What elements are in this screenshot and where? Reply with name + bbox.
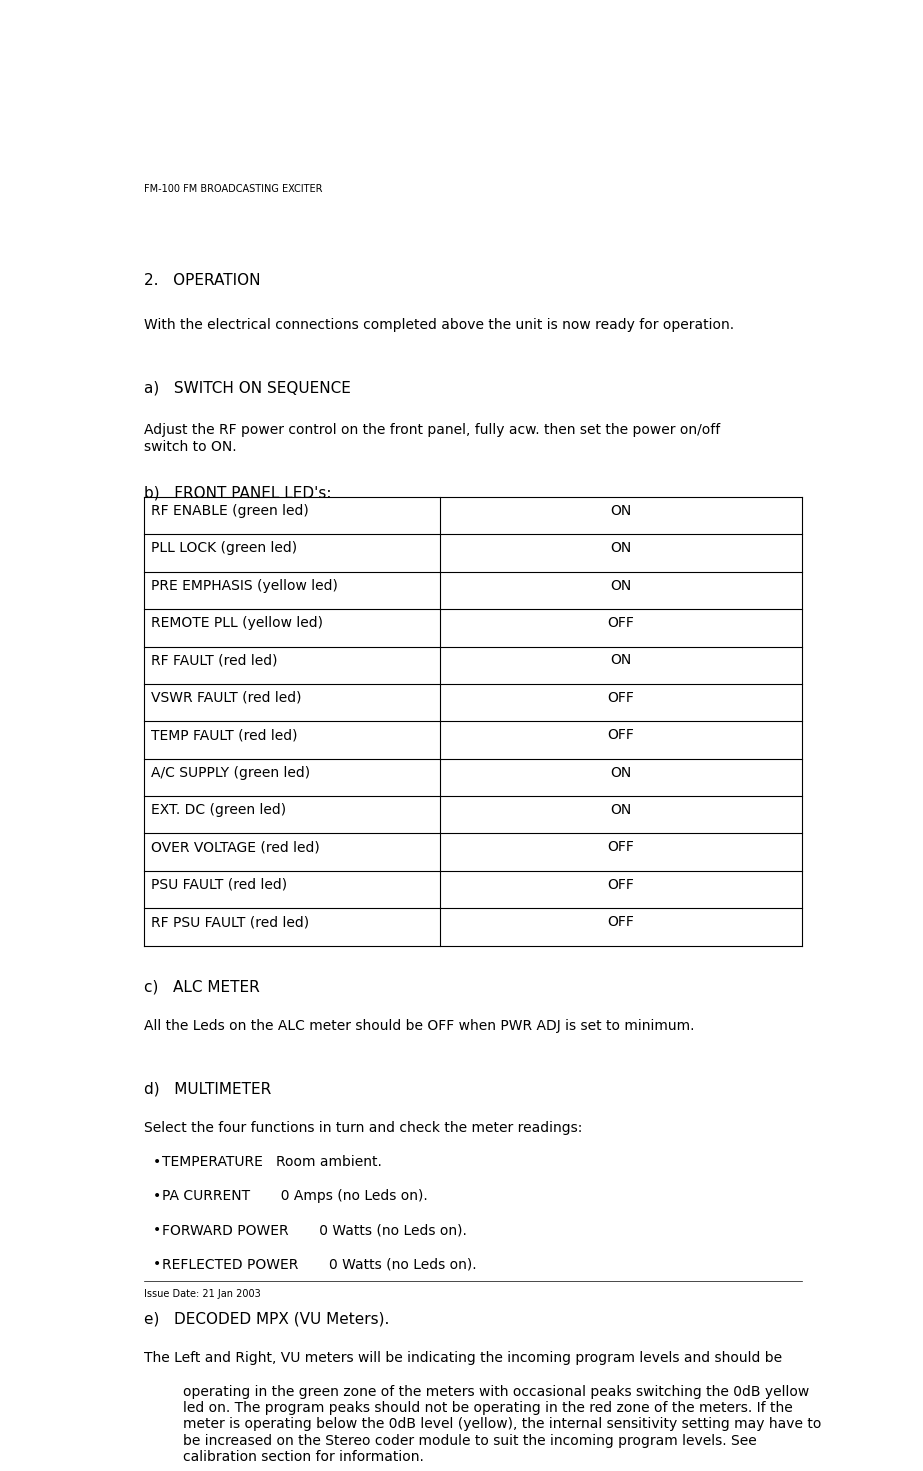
Text: TEMPERATURE   Room ambient.: TEMPERATURE Room ambient. — [162, 1155, 382, 1169]
Text: EXT. DC (green led): EXT. DC (green led) — [151, 803, 286, 816]
Bar — [144, 721, 802, 759]
Bar — [144, 497, 802, 534]
Text: FORWARD POWER       0 Watts (no Leds on).: FORWARD POWER 0 Watts (no Leds on). — [162, 1222, 467, 1237]
Text: OFF: OFF — [607, 915, 634, 930]
Bar — [144, 908, 802, 946]
Text: a)   SWITCH ON SEQUENCE: a) SWITCH ON SEQUENCE — [144, 381, 351, 396]
Text: PLL LOCK (green led): PLL LOCK (green led) — [151, 541, 297, 555]
Text: Issue Date: 21 Jan 2003: Issue Date: 21 Jan 2003 — [144, 1289, 260, 1299]
Text: b)   FRONT PANEL LED's:: b) FRONT PANEL LED's: — [144, 485, 331, 500]
Text: Adjust the RF power control on the front panel, fully acw. then set the power on: Adjust the RF power control on the front… — [144, 424, 720, 453]
Text: OVER VOLTAGE (red led): OVER VOLTAGE (red led) — [151, 840, 320, 855]
Text: 2.   OPERATION: 2. OPERATION — [144, 272, 260, 288]
Text: OFF: OFF — [607, 840, 634, 855]
Bar — [144, 684, 802, 721]
Text: PRE EMPHASIS (yellow led): PRE EMPHASIS (yellow led) — [151, 578, 338, 593]
Text: ON: ON — [610, 803, 631, 816]
Text: All the Leds on the ALC meter should be OFF when PWR ADJ is set to minimum.: All the Leds on the ALC meter should be … — [144, 1019, 694, 1033]
Text: ON: ON — [610, 578, 631, 593]
Text: d)   MULTIMETER: d) MULTIMETER — [144, 1081, 271, 1096]
Text: RF ENABLE (green led): RF ENABLE (green led) — [151, 505, 309, 518]
Text: ON: ON — [610, 505, 631, 518]
Text: RF PSU FAULT (red led): RF PSU FAULT (red led) — [151, 915, 309, 930]
Bar — [144, 647, 802, 684]
Bar — [144, 759, 802, 796]
Bar — [144, 534, 802, 572]
Text: OFF: OFF — [607, 616, 634, 630]
Bar — [144, 834, 802, 871]
Text: PSU FAULT (red led): PSU FAULT (red led) — [151, 878, 287, 891]
Text: A/C SUPPLY (green led): A/C SUPPLY (green led) — [151, 765, 310, 780]
Text: REFLECTED POWER       0 Watts (no Leds on).: REFLECTED POWER 0 Watts (no Leds on). — [162, 1258, 476, 1271]
Text: RF FAULT (red led): RF FAULT (red led) — [151, 653, 278, 668]
Text: •: • — [153, 1222, 162, 1237]
Text: OFF: OFF — [607, 728, 634, 743]
Text: •: • — [153, 1189, 162, 1203]
Text: c)   ALC METER: c) ALC METER — [144, 980, 259, 994]
Text: FM-100 FM BROADCASTING EXCITER: FM-100 FM BROADCASTING EXCITER — [144, 184, 322, 194]
Text: •: • — [153, 1155, 162, 1169]
Bar — [144, 871, 802, 908]
Text: VSWR FAULT (red led): VSWR FAULT (red led) — [151, 691, 302, 705]
Text: TEMP FAULT (red led): TEMP FAULT (red led) — [151, 728, 297, 743]
Text: e)   DECODED MPX (VU Meters).: e) DECODED MPX (VU Meters). — [144, 1312, 390, 1327]
Text: operating in the green zone of the meters with occasional peaks switching the 0d: operating in the green zone of the meter… — [184, 1386, 821, 1464]
Text: PA CURRENT       0 Amps (no Leds on).: PA CURRENT 0 Amps (no Leds on). — [162, 1189, 427, 1203]
Text: OFF: OFF — [607, 878, 634, 891]
Text: ON: ON — [610, 541, 631, 555]
Text: OFF: OFF — [607, 691, 634, 705]
Bar — [144, 572, 802, 609]
Text: Select the four functions in turn and check the meter readings:: Select the four functions in turn and ch… — [144, 1121, 582, 1136]
Bar — [144, 609, 802, 647]
Text: ON: ON — [610, 765, 631, 780]
Text: The Left and Right, VU meters will be indicating the incoming program levels and: The Left and Right, VU meters will be in… — [144, 1350, 782, 1365]
Text: •: • — [153, 1258, 162, 1271]
Text: ON: ON — [610, 653, 631, 668]
Bar — [144, 796, 802, 834]
Text: REMOTE PLL (yellow led): REMOTE PLL (yellow led) — [151, 616, 323, 630]
Text: With the electrical connections completed above the unit is now ready for operat: With the electrical connections complete… — [144, 318, 734, 332]
